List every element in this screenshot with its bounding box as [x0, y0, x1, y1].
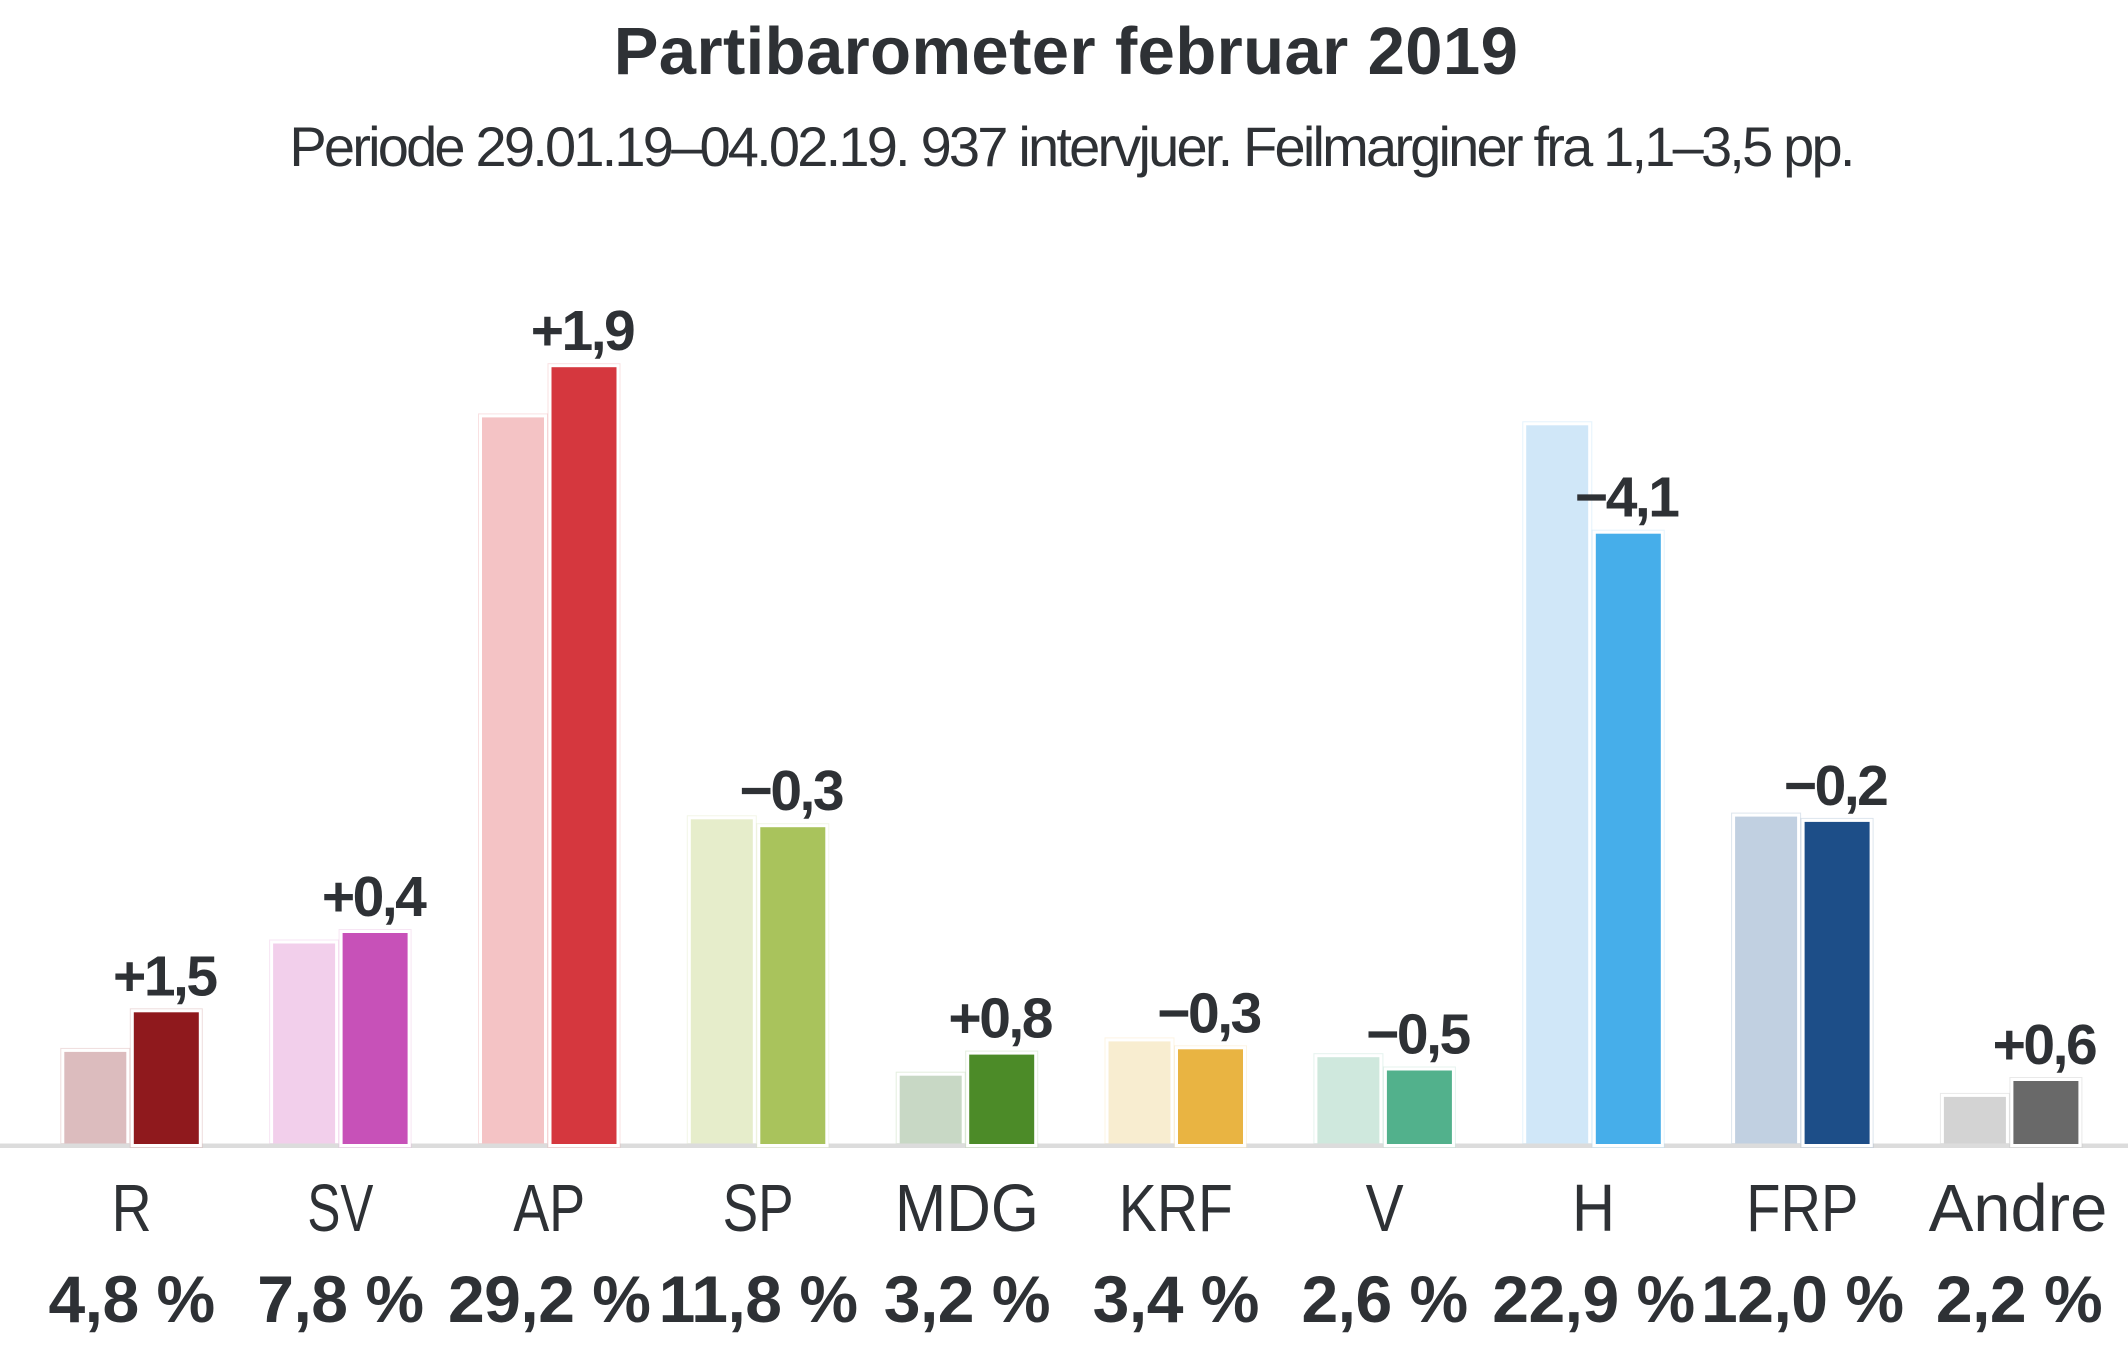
svg-text:3,2 %: 3,2 %: [884, 1262, 1050, 1336]
svg-text:Periode 29.01.19–04.02.19. 937: Periode 29.01.19–04.02.19. 937 intervjue…: [289, 115, 1852, 178]
svg-text:FRP: FRP: [1746, 1171, 1858, 1246]
svg-text:AP: AP: [513, 1171, 585, 1246]
svg-text:KRF: KRF: [1119, 1171, 1233, 1246]
svg-text:−0,3: −0,3: [740, 759, 843, 823]
svg-text:H: H: [1572, 1171, 1615, 1246]
svg-text:MDG: MDG: [895, 1171, 1039, 1246]
svg-text:7,8 %: 7,8 %: [257, 1262, 423, 1336]
svg-text:−0,2: −0,2: [1784, 754, 1887, 818]
svg-text:2,6 %: 2,6 %: [1301, 1262, 1467, 1336]
svg-text:V: V: [1366, 1171, 1404, 1246]
svg-text:2,2 %: 2,2 %: [1936, 1262, 2102, 1336]
svg-text:+1,9: +1,9: [531, 299, 634, 363]
svg-text:−0,5: −0,5: [1366, 1003, 1470, 1067]
svg-text:Partibarometer februar 2019: Partibarometer februar 2019: [614, 14, 1519, 89]
svg-text:Andre: Andre: [1929, 1171, 2108, 1246]
svg-text:−0,3: −0,3: [1157, 981, 1260, 1045]
svg-text:29,2 %: 29,2 %: [448, 1262, 650, 1336]
svg-text:+1,5: +1,5: [113, 944, 217, 1008]
svg-text:11,8 %: 11,8 %: [659, 1262, 858, 1336]
svg-text:R: R: [112, 1171, 152, 1246]
svg-text:+0,4: +0,4: [322, 865, 427, 929]
svg-text:22,9 %: 22,9 %: [1492, 1262, 1694, 1336]
svg-text:SV: SV: [307, 1171, 373, 1246]
svg-text:+0,6: +0,6: [1993, 1013, 2096, 1077]
svg-text:−4,1: −4,1: [1575, 466, 1679, 530]
svg-text:4,8 %: 4,8 %: [48, 1262, 214, 1336]
svg-text:SP: SP: [723, 1171, 794, 1246]
svg-text:12,0 %: 12,0 %: [1701, 1262, 1903, 1336]
svg-text:+0,8: +0,8: [948, 987, 1051, 1051]
svg-text:3,4 %: 3,4 %: [1093, 1262, 1259, 1336]
